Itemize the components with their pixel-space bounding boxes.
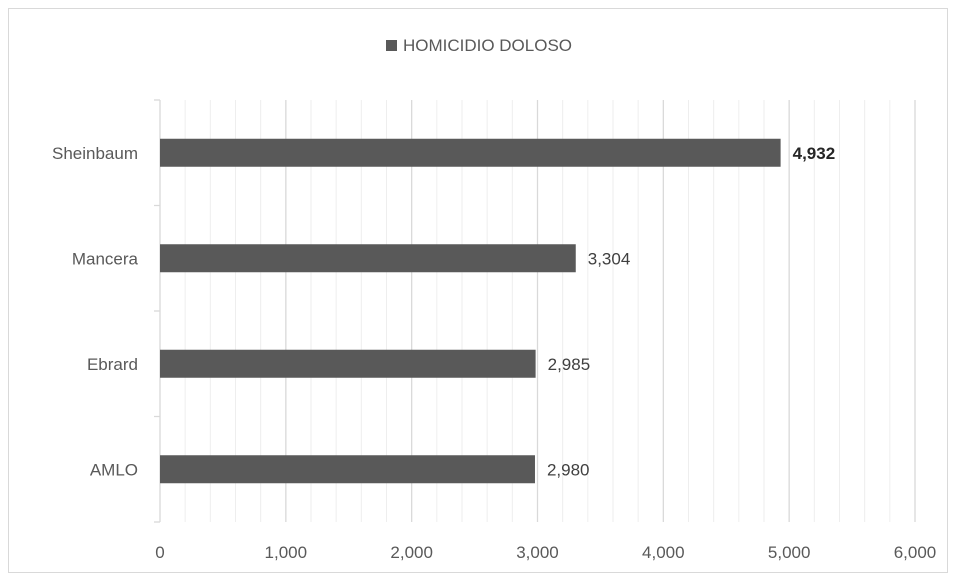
x-tick-label: 5,000 <box>768 543 811 562</box>
bar <box>160 349 536 378</box>
x-tick-label: 1,000 <box>265 543 308 562</box>
x-tick-label: 0 <box>155 543 164 562</box>
category-label: Ebrard <box>87 355 138 374</box>
x-tick-label: 6,000 <box>894 543 937 562</box>
legend: HOMICIDIO DOLOSO <box>0 36 958 56</box>
x-tick-label: 3,000 <box>516 543 559 562</box>
bar <box>160 244 576 273</box>
data-label: 3,304 <box>588 249 631 268</box>
bar <box>160 455 535 484</box>
bar <box>160 138 781 167</box>
x-tick-label: 4,000 <box>642 543 685 562</box>
category-label: AMLO <box>90 460 138 479</box>
x-tick-label: 2,000 <box>390 543 433 562</box>
legend-label: HOMICIDIO DOLOSO <box>402 36 573 55</box>
legend-swatch <box>385 40 397 51</box>
category-label: Sheinbaum <box>52 144 138 163</box>
category-label: Mancera <box>72 249 139 268</box>
data-label: 4,932 <box>793 144 836 163</box>
data-label: 2,985 <box>548 355 591 374</box>
data-label: 2,980 <box>547 460 590 479</box>
